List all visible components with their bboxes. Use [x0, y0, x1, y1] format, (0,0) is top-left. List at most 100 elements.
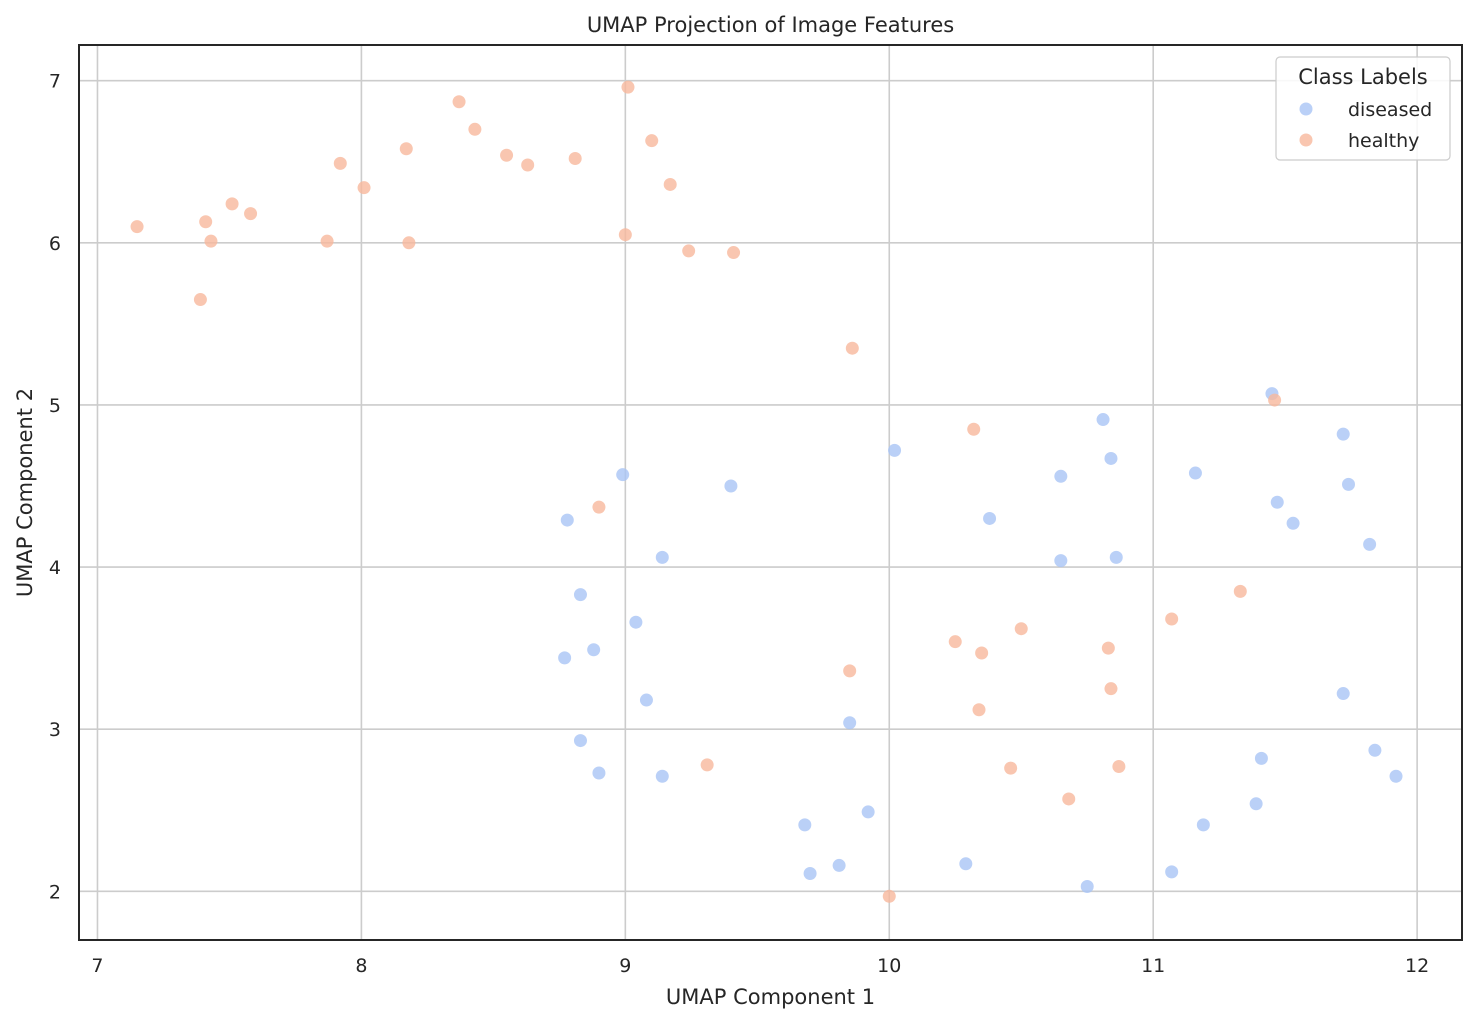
data-point-diseased [616, 468, 630, 482]
data-point-healthy [320, 234, 334, 248]
data-point-diseased [592, 766, 606, 780]
data-point-diseased [888, 443, 902, 457]
y-tick-label: 4 [49, 557, 61, 579]
data-point-diseased [1080, 879, 1094, 893]
data-point-healthy [663, 177, 677, 191]
data-point-healthy [592, 500, 606, 514]
data-point-healthy [204, 234, 218, 248]
data-point-diseased [861, 805, 875, 819]
legend-title: Class Labels [1298, 65, 1428, 89]
data-point-diseased [1109, 550, 1123, 564]
legend-marker-healthy [1299, 133, 1313, 147]
grid [79, 45, 1462, 940]
data-point-healthy [244, 207, 258, 221]
data-point-healthy [130, 220, 144, 234]
legend-items: diseased healthy [1299, 99, 1432, 152]
x-tick-label: 8 [355, 955, 367, 977]
data-point-healthy [521, 158, 535, 172]
data-point-healthy [682, 244, 696, 258]
x-tick-label: 10 [877, 955, 901, 977]
legend-label-healthy: healthy [1348, 130, 1419, 152]
legend-label-diseased: diseased [1348, 99, 1432, 121]
data-point-healthy [618, 228, 632, 242]
data-point-healthy [1101, 641, 1115, 655]
data-point-diseased [832, 858, 846, 872]
data-point-healthy [568, 151, 582, 165]
data-point-diseased [560, 513, 574, 527]
legend-marker-diseased [1299, 102, 1313, 116]
data-point-diseased [1254, 751, 1268, 765]
data-point-healthy [645, 134, 659, 148]
data-point-healthy [199, 215, 213, 229]
data-point-diseased [1104, 451, 1118, 465]
x-tick-label: 11 [1141, 955, 1165, 977]
data-point-diseased [1368, 743, 1382, 757]
data-point-healthy [402, 236, 416, 250]
data-point-diseased [629, 615, 643, 629]
data-point-healthy [882, 889, 896, 903]
x-tick-label: 7 [91, 955, 103, 977]
y-tick-label: 2 [49, 881, 61, 903]
data-point-diseased [1342, 477, 1356, 491]
plot-frame [78, 44, 1463, 941]
data-point-diseased [573, 734, 587, 748]
data-point-diseased [573, 588, 587, 602]
data-point-diseased [1336, 427, 1350, 441]
data-point-healthy [1233, 584, 1247, 598]
x-axis-label: UMAP Component 1 [666, 985, 875, 1009]
data-point-healthy [1268, 393, 1282, 407]
data-point-diseased [655, 550, 669, 564]
data-point-healthy [1165, 612, 1179, 626]
data-point-diseased [1270, 495, 1284, 509]
data-point-diseased [1363, 537, 1377, 551]
data-point-healthy [1112, 760, 1126, 774]
x-tick-label: 9 [619, 955, 631, 977]
y-axis-label: UMAP Component 2 [13, 388, 37, 597]
data-point-healthy [1014, 622, 1028, 636]
data-point-healthy [845, 341, 859, 355]
data-point-diseased [798, 818, 812, 832]
data-point-healthy [500, 148, 514, 162]
data-point-healthy [967, 422, 981, 436]
x-tick-label: 12 [1405, 955, 1429, 977]
data-point-diseased [655, 769, 669, 783]
data-point-diseased [1054, 554, 1068, 568]
y-tick-label: 3 [49, 719, 61, 741]
data-point-diseased [959, 857, 973, 871]
data-point-diseased [1249, 797, 1263, 811]
y-tick-label: 5 [49, 395, 61, 417]
data-point-diseased [1286, 516, 1300, 530]
legend: Class Labels diseased healthy [1275, 56, 1451, 161]
data-point-healthy [225, 197, 239, 211]
data-point-diseased [587, 643, 601, 657]
data-point-diseased [1188, 466, 1202, 480]
data-point-diseased [843, 716, 857, 730]
data-point-healthy [975, 646, 989, 660]
data-point-diseased [1096, 413, 1110, 427]
data-point-healthy [399, 142, 413, 156]
data-point-healthy [468, 122, 482, 136]
scatter-points [130, 80, 1403, 903]
data-point-healthy [948, 635, 962, 649]
data-point-diseased [558, 651, 572, 665]
data-point-healthy [1062, 792, 1076, 806]
data-point-healthy [727, 246, 741, 260]
data-point-healthy [843, 664, 857, 678]
data-point-diseased [1389, 769, 1403, 783]
data-point-diseased [1054, 469, 1068, 483]
data-point-diseased [724, 479, 738, 493]
data-point-diseased [639, 693, 653, 707]
data-point-healthy [621, 80, 635, 94]
data-point-healthy [1104, 682, 1118, 696]
x-axis-ticks: 7 8 9 10 11 12 [91, 955, 1429, 977]
data-point-diseased [1196, 818, 1210, 832]
legend-box [1275, 56, 1451, 161]
data-point-healthy [357, 181, 371, 195]
data-point-healthy [333, 156, 347, 170]
y-tick-label: 6 [49, 233, 61, 255]
series-healthy [130, 80, 1282, 903]
data-point-diseased [983, 511, 997, 525]
data-point-diseased [1165, 865, 1179, 879]
data-point-healthy [972, 703, 986, 717]
